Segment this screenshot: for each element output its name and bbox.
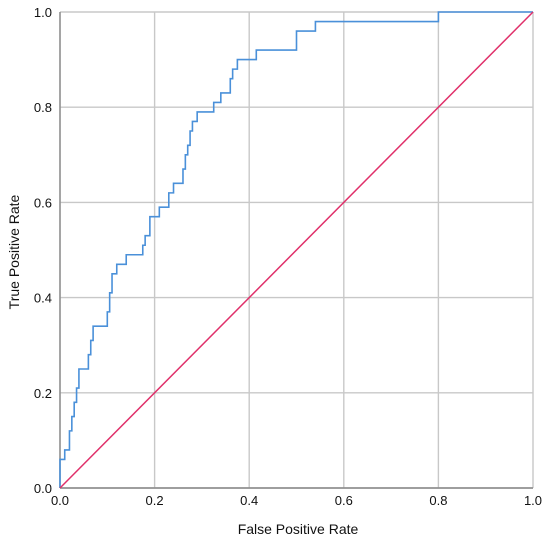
x-tick-label: 0.0 bbox=[51, 493, 69, 508]
y-tick-label: 0.4 bbox=[34, 291, 52, 306]
roc-curve-line bbox=[59, 11, 533, 488]
y-axis-title: True Positive Rate bbox=[6, 194, 22, 309]
y-tick-label: 0.0 bbox=[34, 481, 52, 496]
x-tick-label: 0.8 bbox=[429, 493, 447, 508]
diagonal-reference-line bbox=[59, 11, 534, 489]
y-tick-label: 1.0 bbox=[34, 5, 52, 20]
x-tick-label: 1.0 bbox=[524, 493, 542, 508]
x-tick-label: 0.2 bbox=[146, 493, 164, 508]
x-tick-label: 0.6 bbox=[335, 493, 353, 508]
grid bbox=[59, 11, 534, 489]
x-axis-title: False Positive Rate bbox=[238, 521, 359, 537]
y-tick-label: 0.8 bbox=[34, 100, 52, 115]
y-tick-label: 0.6 bbox=[34, 195, 52, 210]
axes bbox=[59, 12, 533, 489]
y-tick-label: 0.2 bbox=[34, 386, 52, 401]
x-tick-label: 0.4 bbox=[240, 493, 258, 508]
x-tick-labels: 0.0 0.2 0.4 0.6 0.8 1.0 bbox=[51, 493, 542, 508]
series bbox=[59, 11, 534, 489]
y-tick-labels: 0.0 0.2 0.4 0.6 0.8 1.0 bbox=[34, 5, 52, 496]
